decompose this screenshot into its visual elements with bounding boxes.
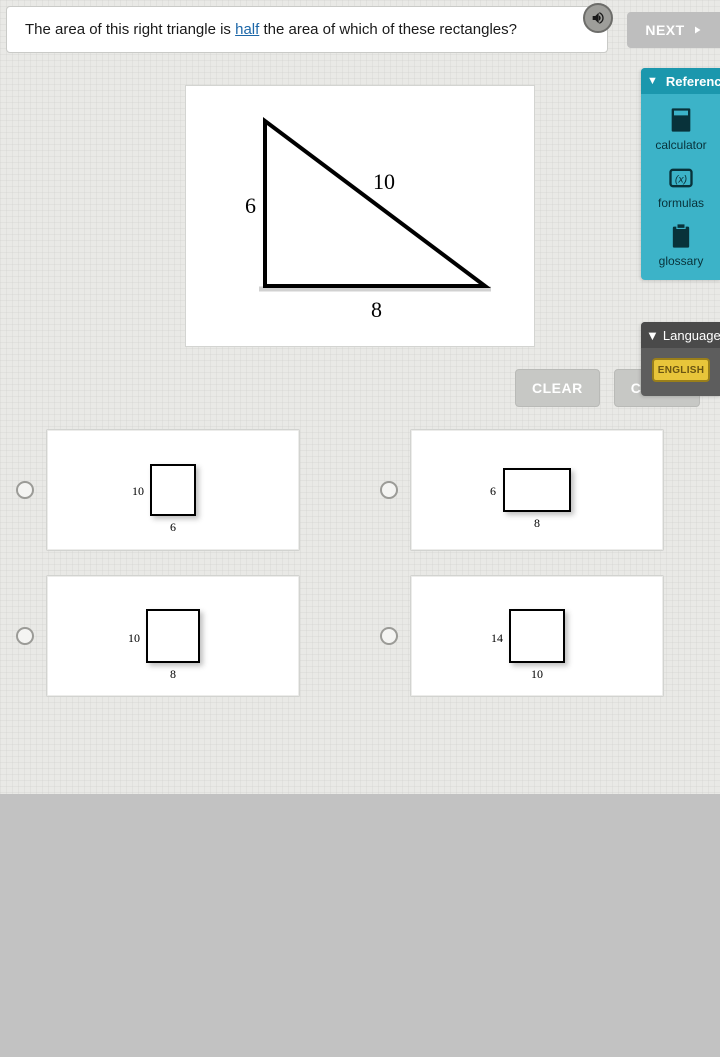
radio-c[interactable] (16, 627, 34, 645)
rect-c-bottom-label: 8 (170, 667, 176, 682)
content-area: The area of this right triangle is half … (0, 0, 720, 794)
tool-glossary[interactable]: glossary (641, 222, 720, 268)
language-head[interactable]: ▼ Language i (641, 322, 720, 348)
reference-title: Reference (666, 74, 720, 89)
reference-head[interactable]: ▼ Reference (641, 68, 720, 94)
rect-b-left-label: 6 (490, 484, 496, 499)
option-card-d: 14 10 (410, 575, 664, 697)
language-panel: ▼ Language i ENGLISH (641, 322, 720, 396)
triangle-figure-card: 6 8 10 (185, 85, 535, 347)
option-card-a: 10 6 (46, 429, 300, 551)
figure-wrap: 6 8 10 (6, 85, 714, 347)
rect-a-bottom-label: 6 (170, 520, 176, 535)
language-title: Language (663, 328, 720, 343)
rect-b-bottom-label: 8 (534, 516, 540, 531)
triangle-svg: 6 8 10 (215, 101, 505, 331)
option-c[interactable]: 10 8 (16, 575, 340, 697)
tool-formulas-label: formulas (658, 196, 704, 210)
rect-b (503, 468, 571, 512)
triangle-shape (265, 121, 485, 286)
rect-d (509, 609, 565, 663)
triangle-label-a: 6 (245, 193, 256, 218)
chevron-down-icon: ▼ (647, 75, 658, 87)
rect-a-left-label: 10 (132, 484, 144, 499)
tool-formulas[interactable]: (x) formulas (641, 164, 720, 210)
option-card-b: 6 8 (410, 429, 664, 551)
triangle-label-b: 8 (371, 297, 382, 322)
rect-d-bottom-label: 10 (531, 667, 543, 682)
audio-button[interactable] (583, 3, 613, 33)
reference-panel: ▼ Reference calculator (x) formulas glos… (641, 68, 720, 280)
play-icon (691, 24, 703, 36)
tool-calculator-label: calculator (655, 138, 706, 152)
options-grid: 10 6 6 8 10 8 (16, 429, 704, 697)
chevron-down-icon: ▼ (646, 328, 659, 343)
question-highlight: half (235, 21, 259, 38)
option-a[interactable]: 10 6 (16, 429, 340, 551)
language-english-chip[interactable]: ENGLISH (652, 358, 710, 382)
radio-b[interactable] (380, 481, 398, 499)
tool-glossary-label: glossary (659, 254, 704, 268)
radio-d[interactable] (380, 627, 398, 645)
next-label: NEXT (645, 22, 684, 38)
calculator-icon (667, 106, 695, 134)
option-b[interactable]: 6 8 (380, 429, 704, 551)
next-button[interactable]: NEXT (627, 12, 720, 48)
speaker-icon (590, 10, 606, 26)
formulas-icon: (x) (667, 164, 695, 192)
clear-button[interactable]: CLEAR (515, 369, 600, 407)
rect-a (150, 464, 196, 516)
rect-d-left-label: 14 (491, 631, 503, 646)
bottom-strip (0, 794, 720, 1057)
question-text-before: The area of this right triangle is (25, 21, 235, 38)
clipboard-icon (667, 222, 695, 250)
triangle-label-c: 10 (373, 169, 395, 194)
question-text-after: the area of which of these rectangles? (259, 21, 517, 38)
svg-text:(x): (x) (675, 174, 687, 186)
rect-c (146, 609, 200, 663)
question-bar: The area of this right triangle is half … (6, 6, 608, 53)
radio-a[interactable] (16, 481, 34, 499)
option-d[interactable]: 14 10 (380, 575, 704, 697)
rect-c-left-label: 10 (128, 631, 140, 646)
option-card-c: 10 8 (46, 575, 300, 697)
actions-row: CLEAR CHECK (6, 369, 700, 407)
tool-calculator[interactable]: calculator (641, 106, 720, 152)
